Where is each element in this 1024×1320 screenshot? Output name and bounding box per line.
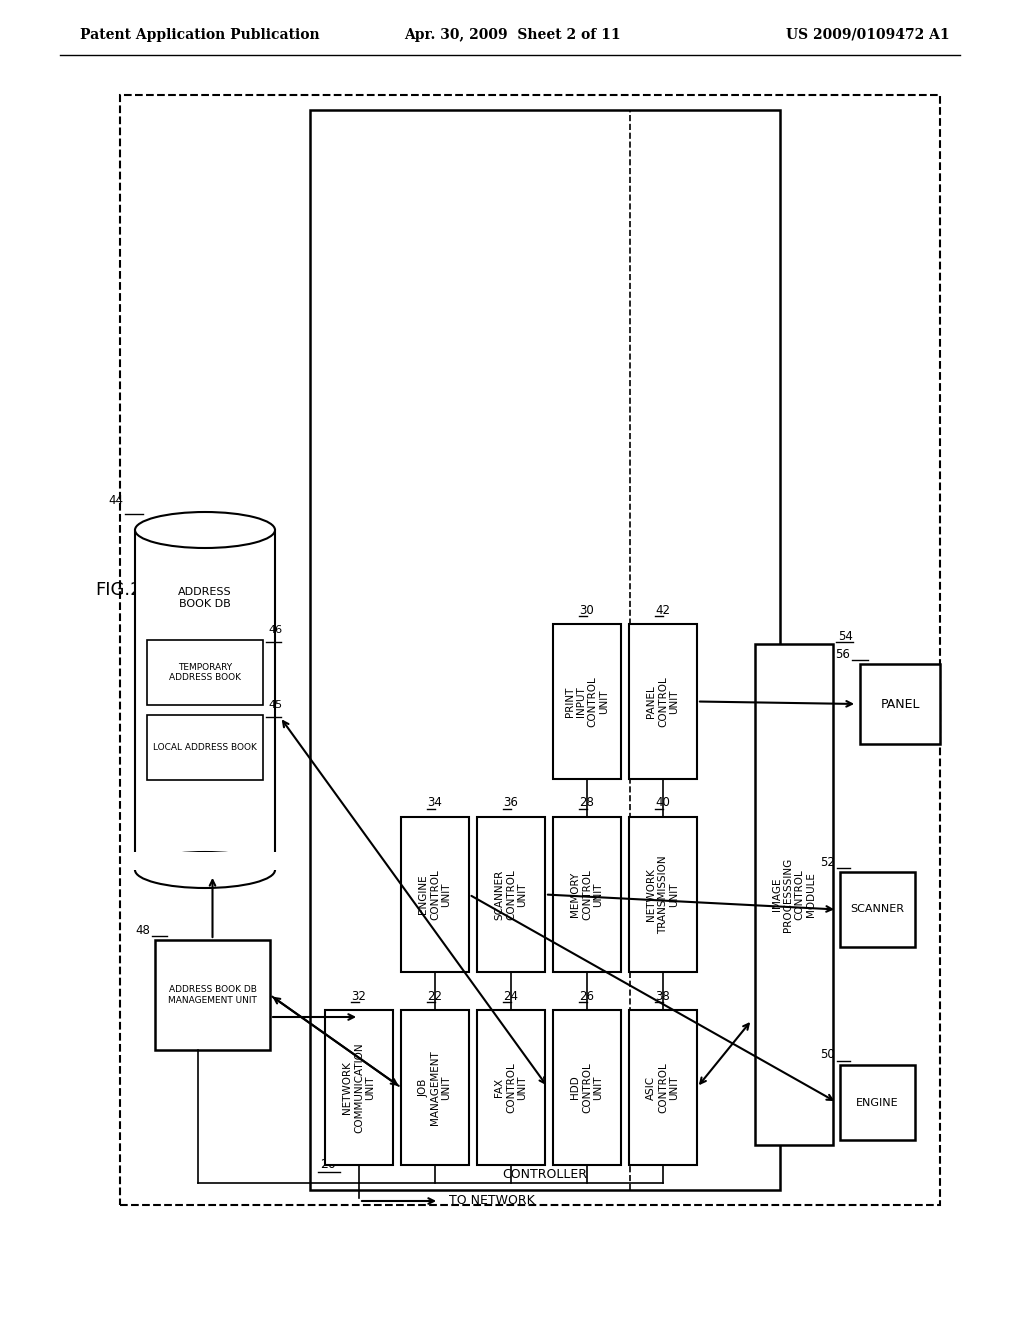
Text: FAX
CONTROL
UNIT: FAX CONTROL UNIT	[495, 1063, 527, 1113]
Bar	[310, 110, 780, 1191]
Text: 22: 22	[427, 990, 442, 1002]
Text: 36: 36	[504, 796, 518, 809]
Bar	[755, 644, 833, 1144]
Bar	[840, 1065, 915, 1140]
Text: 52: 52	[820, 855, 835, 869]
Bar	[147, 715, 263, 780]
Text: 45: 45	[268, 700, 283, 710]
Text: NETWORK
COMMUNICATION
UNIT: NETWORK COMMUNICATION UNIT	[342, 1043, 376, 1133]
Text: LOCAL ADDRESS BOOK: LOCAL ADDRESS BOOK	[153, 743, 257, 752]
Bar	[401, 817, 469, 972]
Text: 50: 50	[820, 1048, 835, 1061]
Text: ENGINE
CONTROL
UNIT: ENGINE CONTROL UNIT	[419, 869, 452, 920]
Text: PANEL
CONTROL
UNIT: PANEL CONTROL UNIT	[646, 676, 680, 727]
Text: 40: 40	[655, 796, 671, 809]
Bar	[629, 624, 697, 779]
Bar	[135, 531, 275, 870]
Text: SCANNER
CONTROL
UNIT: SCANNER CONTROL UNIT	[495, 869, 527, 920]
Text: 30: 30	[580, 603, 594, 616]
Text: NETWORK
TRANSMISSION
UNIT: NETWORK TRANSMISSION UNIT	[646, 855, 680, 933]
Text: 54: 54	[838, 630, 853, 643]
Text: ADDRESS
BOOK DB: ADDRESS BOOK DB	[178, 587, 231, 609]
Text: CONTROLLER: CONTROLLER	[503, 1168, 588, 1181]
Text: JOB
MANAGEMENT
UNIT: JOB MANAGEMENT UNIT	[419, 1051, 452, 1125]
Text: TO NETWORK: TO NETWORK	[449, 1195, 535, 1208]
Bar	[147, 640, 263, 705]
Bar	[133, 851, 278, 870]
Bar	[553, 817, 621, 972]
Text: MEMORY
CONTROL
UNIT: MEMORY CONTROL UNIT	[570, 869, 603, 920]
Text: Apr. 30, 2009  Sheet 2 of 11: Apr. 30, 2009 Sheet 2 of 11	[403, 28, 621, 42]
Bar	[860, 664, 940, 744]
Bar	[840, 873, 915, 946]
Text: 26: 26	[580, 990, 595, 1002]
Text: 42: 42	[655, 603, 671, 616]
Bar	[477, 817, 545, 972]
Text: 46: 46	[268, 624, 283, 635]
Text: 28: 28	[580, 796, 595, 809]
Text: 56: 56	[836, 648, 850, 660]
Bar	[629, 817, 697, 972]
Text: 48: 48	[135, 924, 150, 936]
Bar	[155, 940, 270, 1049]
Text: 38: 38	[655, 990, 671, 1002]
Text: 24: 24	[504, 990, 518, 1002]
Bar	[120, 95, 940, 1205]
Text: 44: 44	[108, 494, 123, 507]
Text: US 2009/0109472 A1: US 2009/0109472 A1	[786, 28, 950, 42]
Ellipse shape	[135, 512, 275, 548]
Text: IMAGE
PROCESSSING
CONTROL
MODULE: IMAGE PROCESSSING CONTROL MODULE	[772, 858, 816, 932]
Bar	[629, 1010, 697, 1166]
Text: 32: 32	[351, 990, 367, 1002]
Ellipse shape	[135, 851, 275, 888]
Text: SCANNER: SCANNER	[851, 904, 904, 915]
Text: 34: 34	[428, 796, 442, 809]
Text: FIG.2: FIG.2	[95, 581, 141, 599]
Bar	[325, 1010, 393, 1166]
Bar	[401, 1010, 469, 1166]
Bar	[477, 1010, 545, 1166]
Text: PANEL: PANEL	[881, 697, 920, 710]
Text: ASIC
CONTROL
UNIT: ASIC CONTROL UNIT	[646, 1063, 680, 1113]
Text: HDD
CONTROL
UNIT: HDD CONTROL UNIT	[570, 1063, 603, 1113]
Text: ENGINE: ENGINE	[856, 1097, 899, 1107]
Text: 20: 20	[319, 1159, 336, 1172]
Bar	[553, 624, 621, 779]
Text: TEMPORARY
ADDRESS BOOK: TEMPORARY ADDRESS BOOK	[169, 663, 241, 682]
Text: PRINT
INPUT
CONTROL
UNIT: PRINT INPUT CONTROL UNIT	[564, 676, 609, 727]
Text: Patent Application Publication: Patent Application Publication	[80, 28, 319, 42]
Bar	[553, 1010, 621, 1166]
Text: ADDRESS BOOK DB
MANAGEMENT UNIT: ADDRESS BOOK DB MANAGEMENT UNIT	[168, 985, 257, 1005]
